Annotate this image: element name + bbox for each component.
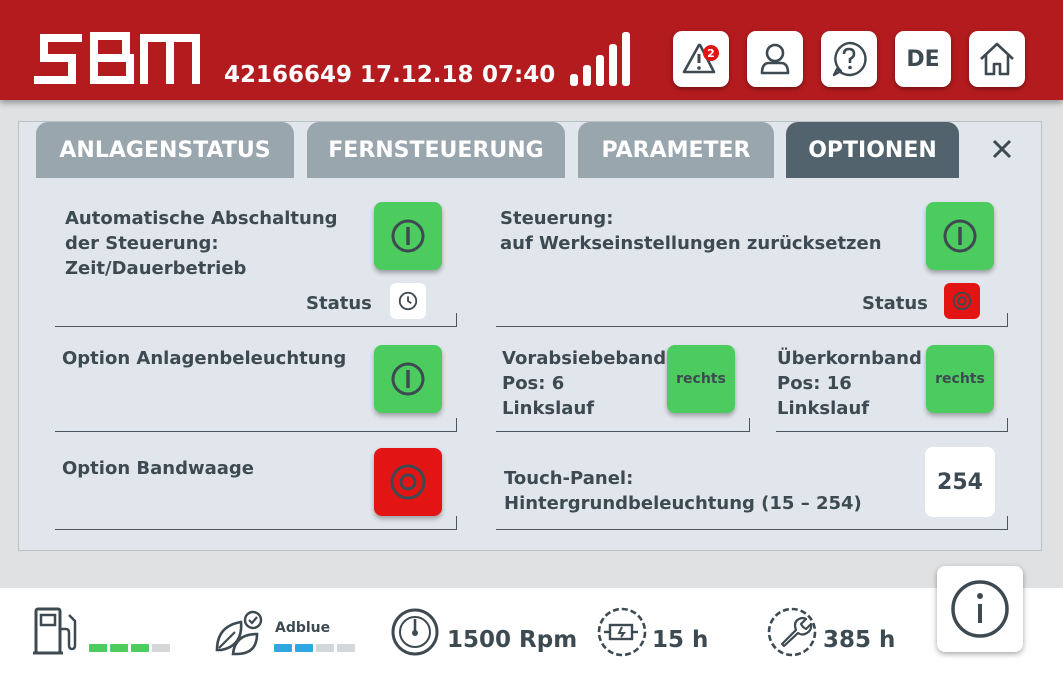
time-display: 07:40 — [482, 62, 556, 88]
belt-weigher-label: Option Bandwaage — [62, 458, 254, 479]
oversize-belt-button-label: rechts — [935, 371, 985, 387]
divider — [55, 313, 457, 327]
power-icon — [391, 219, 425, 253]
fuel-level-bar-2 — [110, 644, 128, 652]
auto-shutdown-status-label: Status — [306, 293, 372, 314]
language-label: DE — [906, 46, 940, 72]
auto-shutdown-status — [390, 283, 426, 319]
engine-hours-value: 15 h — [652, 627, 709, 653]
prescreen-belt-direction-button[interactable]: rechts — [667, 345, 735, 413]
warning-icon: 2 — [682, 43, 719, 74]
adblue-level-bar-2 — [295, 644, 313, 652]
help-icon — [832, 41, 867, 77]
divider — [55, 418, 457, 432]
fuel-level-bar-4 — [152, 644, 170, 652]
adblue-label: Adblue — [275, 620, 331, 636]
touchpanel-label-1: Touch-Panel: — [504, 468, 634, 489]
engine-hours-icon — [597, 607, 647, 657]
lighting-toggle-button[interactable] — [374, 345, 442, 413]
user-button[interactable] — [747, 31, 803, 87]
close-icon[interactable] — [989, 136, 1015, 162]
status-footer — [0, 588, 1063, 675]
reset-status-label: Status — [862, 293, 928, 314]
divider — [496, 418, 750, 432]
oversize-belt-pos: Pos: 16 — [777, 373, 852, 394]
service-wrench-icon — [767, 607, 817, 657]
signal-strength-icon — [570, 32, 630, 86]
auto-shutdown-label-1: Automatische Abschaltung — [65, 208, 338, 229]
adblue-level-bar-3 — [316, 644, 334, 652]
speedometer-icon — [391, 608, 439, 656]
alert-count-badge: 2 — [707, 47, 715, 60]
power-icon — [391, 362, 425, 396]
adblue-level-bar-1 — [274, 644, 292, 652]
home-button[interactable] — [969, 31, 1025, 87]
power-icon — [943, 219, 977, 253]
options-panel: ANLAGENSTATUS FERNSTEUERUNG PARAMETER OP… — [18, 121, 1042, 551]
reset-status — [944, 283, 980, 319]
auto-shutdown-label-3: Zeit/Dauerbetrieb — [65, 258, 247, 279]
divider — [496, 516, 1008, 530]
help-button[interactable] — [821, 31, 877, 87]
clock-icon — [398, 291, 418, 311]
language-button[interactable]: DE — [895, 31, 951, 87]
auto-shutdown-label-2: der Steuerung: — [65, 233, 219, 254]
fuel-level-bar-3 — [131, 644, 149, 652]
prescreen-belt-direction: Linkslauf — [502, 398, 595, 419]
reset-label-2: auf Werkseinstellungen zurücksetzen — [500, 233, 882, 254]
service-hours-value: 385 h — [823, 627, 896, 653]
user-icon — [760, 43, 790, 75]
target-icon — [952, 291, 972, 311]
prescreen-belt-label: Vorabsiebeband — [502, 348, 667, 369]
fuel-pump-icon — [33, 607, 77, 655]
prescreen-belt-pos: Pos: 6 — [502, 373, 565, 394]
oversize-belt-direction-button[interactable]: rechts — [926, 345, 994, 413]
divider — [776, 418, 1008, 432]
sbm-logo — [34, 32, 200, 84]
rpm-value: 1500 Rpm — [447, 627, 578, 653]
info-icon — [951, 580, 1009, 638]
tab-optionen[interactable]: OPTIONEN — [786, 122, 959, 178]
divider — [496, 313, 1008, 327]
adblue-level-bar-4 — [337, 644, 355, 652]
prescreen-belt-button-label: rechts — [676, 371, 726, 387]
tab-fernsteuerung[interactable]: FERNSTEUERUNG — [307, 122, 565, 178]
alerts-button[interactable]: 2 — [673, 31, 729, 87]
info-button[interactable] — [937, 566, 1023, 652]
backlight-value-field[interactable]: 254 — [925, 447, 995, 517]
top-bar: 42166649 17.12.18 07:40 2 DE — [0, 0, 1063, 100]
eco-leaf-icon — [215, 610, 263, 656]
touchpanel-label-2: Hintergrundbeleuchtung (15 – 254) — [504, 493, 862, 514]
belt-weigher-toggle-button[interactable] — [374, 448, 442, 516]
oversize-belt-label: Überkornband — [777, 348, 922, 369]
auto-shutdown-toggle-button[interactable] — [374, 202, 442, 270]
lighting-label: Option Anlagenbeleuchtung — [62, 348, 347, 369]
fuel-level-bar-1 — [89, 644, 107, 652]
home-icon — [980, 42, 1014, 76]
target-icon — [390, 464, 426, 500]
tab-parameter[interactable]: PARAMETER — [578, 122, 774, 178]
date-display: 17.12.18 — [360, 62, 474, 88]
tab-anlagenstatus[interactable]: ANLAGENSTATUS — [36, 122, 294, 178]
factory-reset-button[interactable] — [926, 202, 994, 270]
divider — [55, 516, 457, 530]
reset-label-1: Steuerung: — [500, 208, 614, 229]
machine-id: 42166649 — [224, 62, 353, 88]
oversize-belt-direction: Linkslauf — [777, 398, 870, 419]
